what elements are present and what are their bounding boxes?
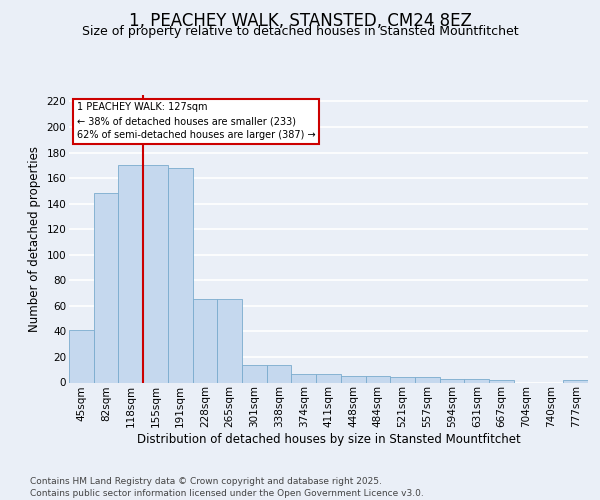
Bar xyxy=(94,194,118,382)
Bar xyxy=(341,376,365,382)
Bar xyxy=(217,300,242,382)
Bar xyxy=(168,168,193,382)
Bar xyxy=(464,378,489,382)
Bar xyxy=(69,330,94,382)
Bar xyxy=(193,300,217,382)
Text: Contains HM Land Registry data © Crown copyright and database right 2025.
Contai: Contains HM Land Registry data © Crown c… xyxy=(30,476,424,498)
X-axis label: Distribution of detached houses by size in Stansted Mountfitchet: Distribution of detached houses by size … xyxy=(137,433,520,446)
Bar xyxy=(390,378,415,382)
Bar xyxy=(489,380,514,382)
Text: 1 PEACHEY WALK: 127sqm
← 38% of detached houses are smaller (233)
62% of semi-de: 1 PEACHEY WALK: 127sqm ← 38% of detached… xyxy=(77,102,316,140)
Bar xyxy=(316,374,341,382)
Y-axis label: Number of detached properties: Number of detached properties xyxy=(28,146,41,332)
Bar xyxy=(365,376,390,382)
Bar xyxy=(143,166,168,382)
Bar xyxy=(415,378,440,382)
Bar xyxy=(242,364,267,382)
Text: 1, PEACHEY WALK, STANSTED, CM24 8EZ: 1, PEACHEY WALK, STANSTED, CM24 8EZ xyxy=(128,12,472,30)
Bar xyxy=(267,364,292,382)
Text: Size of property relative to detached houses in Stansted Mountfitchet: Size of property relative to detached ho… xyxy=(82,25,518,38)
Bar xyxy=(292,374,316,382)
Bar xyxy=(440,378,464,382)
Bar xyxy=(118,166,143,382)
Bar xyxy=(563,380,588,382)
